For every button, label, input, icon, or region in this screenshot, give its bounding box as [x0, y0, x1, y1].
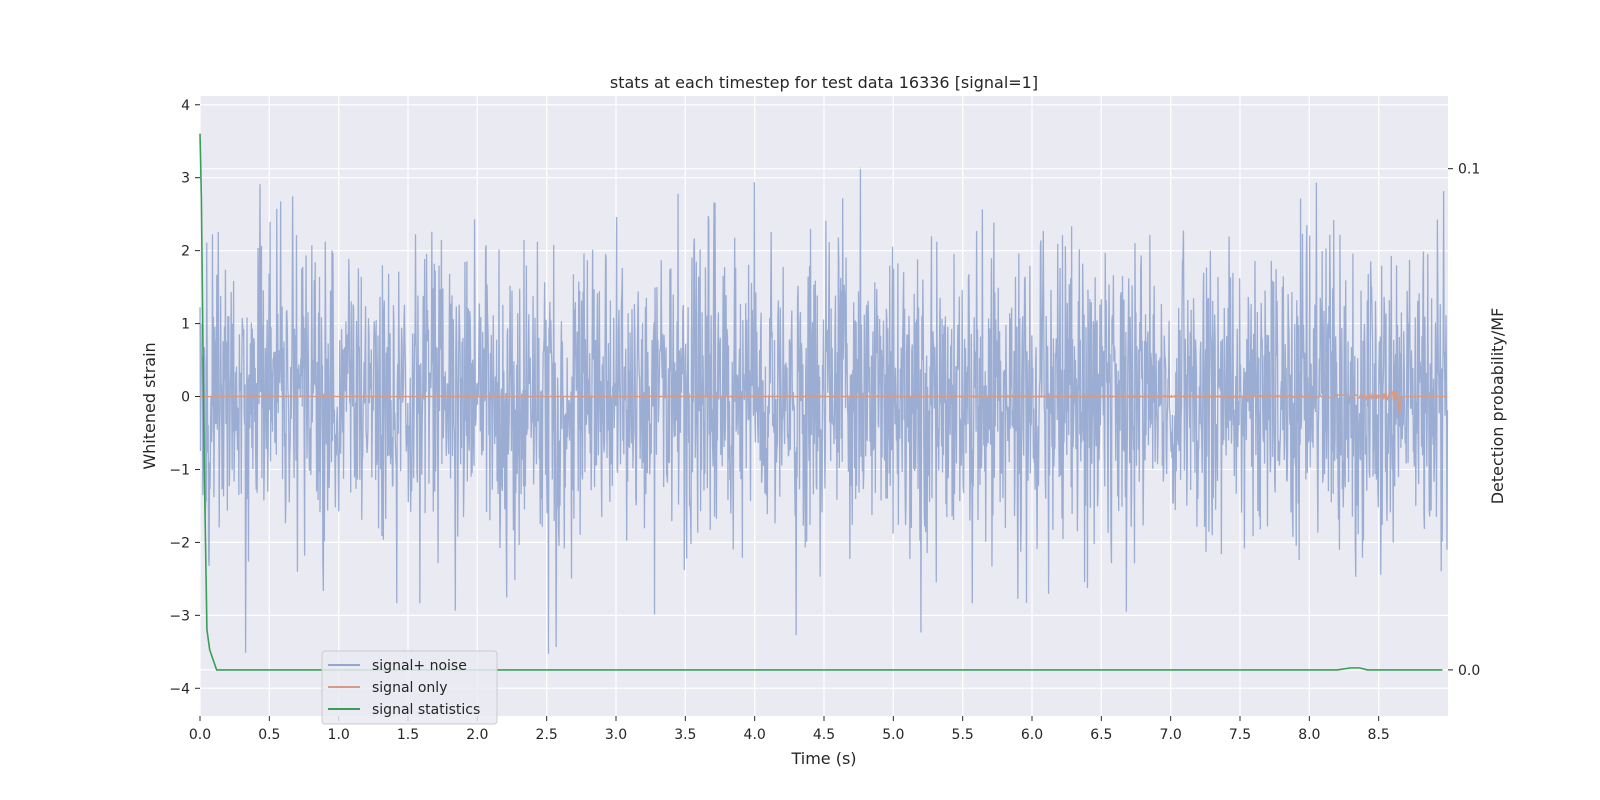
- y-tick-label: 2: [181, 244, 190, 260]
- legend-label-signal-noise: signal+ noise: [372, 658, 467, 674]
- legend-box: [321, 650, 498, 725]
- series-signal-only: [199, 390, 1448, 415]
- signal-statistics-line: [199, 133, 1443, 671]
- x-tick-label: 6.5: [1090, 727, 1112, 743]
- x-tick-label: 5.0: [882, 727, 904, 743]
- y-right-tick-label: 0.0: [1458, 663, 1480, 679]
- x-tick-label: 8.5: [1368, 727, 1390, 743]
- x-tick-label: 1.5: [397, 727, 419, 743]
- signal-noise-line: [199, 167, 1449, 654]
- x-tick-label: 6.0: [1021, 727, 1043, 743]
- x-axis-ticks: 0.0 0.5 1.0 1.5 2.0 2.5 3.0 3.5 4.0 4.5 5.0 5.5 6.0 6…: [189, 716, 1390, 743]
- x-tick-label: 0.5: [258, 727, 280, 743]
- y-right-tick-label: 0.1: [1458, 162, 1480, 178]
- signal-only-line: [199, 390, 1448, 415]
- y-tick-label: 3: [181, 171, 190, 187]
- x-tick-label: 1.0: [328, 727, 350, 743]
- y-tick-label: −4: [169, 681, 190, 697]
- y-axis-title: Whitened strain: [140, 342, 159, 469]
- x-tick-label: 2.0: [466, 727, 488, 743]
- y-tick-label: 0: [181, 390, 190, 406]
- x-tick-label: 0.0: [189, 727, 211, 743]
- x-tick-label: 4.0: [744, 727, 766, 743]
- x-tick-label: 5.5: [952, 727, 974, 743]
- legend: signal+ noise signal only signal statist…: [321, 650, 498, 725]
- chart-title: stats at each timestep for test data 163…: [610, 73, 1038, 92]
- x-tick-label: 3.5: [674, 727, 696, 743]
- y-tick-label: 1: [181, 317, 190, 333]
- legend-label-signal-statistics: signal statistics: [372, 702, 480, 718]
- y-axis-right-ticks: 0.1 0.0: [1448, 162, 1480, 679]
- x-tick-label: 8.0: [1298, 727, 1320, 743]
- y-tick-label: −1: [169, 462, 190, 478]
- y-tick-label: 4: [181, 98, 190, 114]
- y-axis-right-title: Detection probability/MF: [1488, 308, 1507, 505]
- x-axis-title: Time (s): [790, 749, 856, 768]
- x-tick-label: 2.5: [536, 727, 558, 743]
- series-signal-noise: [199, 167, 1449, 654]
- x-tick-label: 7.5: [1229, 727, 1251, 743]
- y-tick-label: −2: [169, 535, 190, 551]
- y-tick-label: −3: [169, 608, 190, 624]
- legend-label-signal-only: signal only: [372, 680, 447, 696]
- y-axis-ticks: 4 3 2 1 0 −1 −2 −3 −4: [169, 98, 200, 697]
- x-tick-label: 3.0: [605, 727, 627, 743]
- x-tick-label: 7.0: [1160, 727, 1182, 743]
- x-tick-label: 4.5: [813, 727, 835, 743]
